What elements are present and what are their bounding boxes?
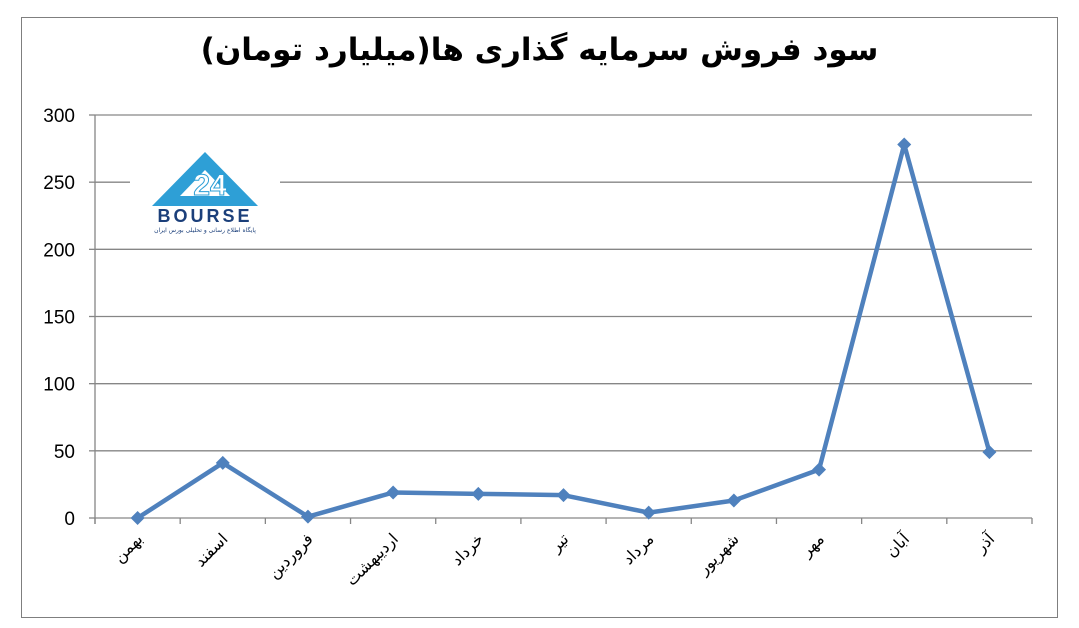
chart-frame [21, 17, 1058, 618]
x-tick-label: مرداد [619, 529, 659, 569]
bourse24-logo: 24 BOURSE پایگاه اطلاع رسانی و تحلیلی بو… [130, 148, 280, 240]
y-tick-label: 100 [43, 375, 75, 396]
x-tick-label: شهریور [693, 529, 743, 579]
logo-mark-icon: 24 [152, 152, 258, 206]
data-point-marker [726, 493, 741, 508]
data-point-marker [300, 509, 315, 524]
y-tick-label: 250 [43, 173, 75, 194]
x-tick-label: مهر [796, 529, 828, 561]
x-tick-label: اردیبهشت [342, 529, 403, 590]
x-tick-label: آبان [882, 528, 915, 561]
y-tick-label: 300 [43, 106, 75, 127]
x-tick-label: اسفند [190, 529, 231, 570]
y-tick-label: 50 [54, 442, 75, 463]
data-point-marker [641, 505, 656, 520]
data-point-marker [130, 511, 145, 525]
y-tick-label: 200 [43, 240, 75, 261]
x-tick-label: آذر [970, 528, 1000, 558]
data-point-marker [982, 445, 997, 460]
y-tick-label: 0 [64, 509, 75, 530]
data-point-marker [556, 488, 571, 503]
y-axis-ticks: 0 50 100 150 200 250 300 [43, 106, 75, 530]
data-point-marker [386, 485, 401, 500]
data-point-marker [897, 137, 912, 152]
x-tick-label: فروردین [264, 529, 318, 583]
logo-tagline: پایگاه اطلاع رسانی و تحلیلی بورس ایران [154, 227, 256, 234]
logo-number: 24 [193, 169, 227, 202]
x-tick-label: تیر [545, 529, 573, 557]
series-layer [130, 137, 997, 525]
data-point-marker [471, 486, 486, 501]
y-tick-label: 150 [43, 308, 75, 329]
chart-title: سود فروش سرمایه گذاری ها(میلیارد تومان) [200, 32, 879, 68]
data-point-marker [812, 462, 827, 477]
logo-wordmark: BOURSE [157, 206, 253, 226]
x-tick-label: خرداد [447, 529, 488, 570]
x-tick-label: بهمن [109, 529, 147, 567]
x-axis-ticks: بهمن اسفند فروردین اردیبهشت خرداد تیر مرداد شهر… [109, 528, 1000, 590]
axes [89, 114, 1033, 524]
data-point-marker [215, 455, 230, 470]
